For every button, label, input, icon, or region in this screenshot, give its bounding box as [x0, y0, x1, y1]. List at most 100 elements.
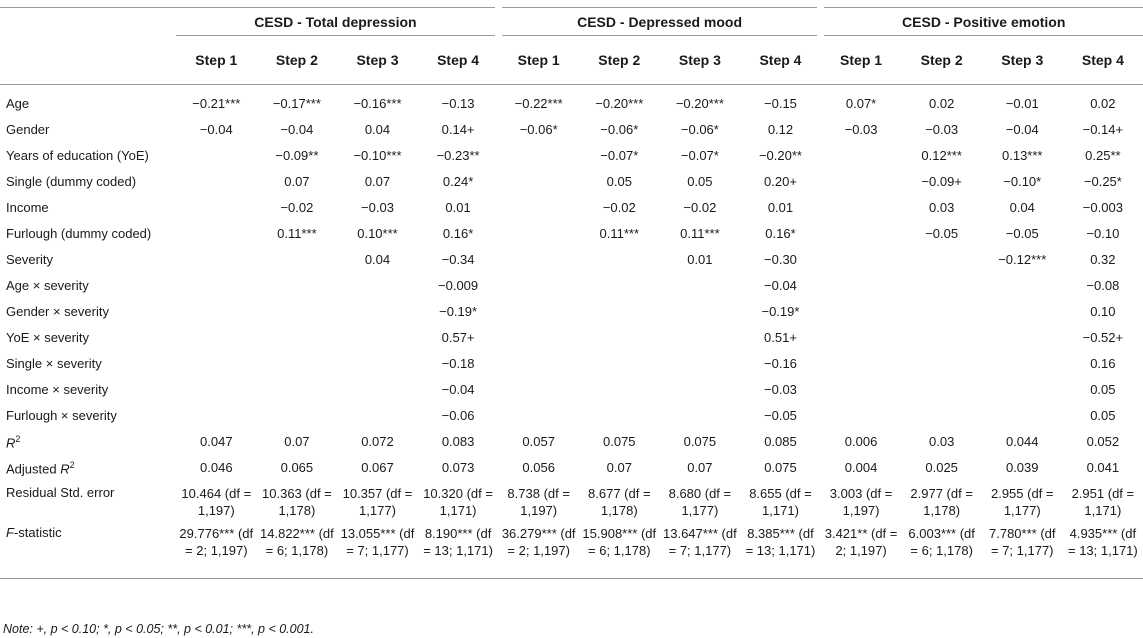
row-label: Severity [0, 247, 176, 273]
table-cell [257, 325, 338, 351]
row-label-superscript: 2 [69, 460, 75, 471]
group-header-total-depression: CESD - Total depression [176, 7, 502, 36]
table-cell: −0.06* [680, 121, 719, 137]
table-cell [257, 377, 338, 403]
table-cell [901, 403, 982, 429]
table-cell: −0.02 [683, 199, 717, 215]
table-cell: 0.047 [200, 433, 233, 449]
table-cell [821, 351, 902, 377]
row-label: Furlough × severity [0, 403, 176, 429]
table-row: YoE × severity 0.57+ 0.51+ −0.52+ [0, 325, 1143, 351]
table-cell [176, 351, 257, 377]
row-label-text: Income × severity [6, 381, 109, 397]
table-cell: −0.009 [438, 277, 479, 293]
table-cell: −0.16*** [353, 95, 402, 111]
table-cell: −0.01 [1005, 95, 1039, 111]
table-row: Income −0.02 −0.03 0.01 −0.02 −0.02 0.01 0.03 0.… [0, 195, 1143, 221]
table-cell: −0.15 [764, 95, 797, 111]
row-label-text: Single (dummy coded) [6, 173, 137, 189]
table-cell: 8.655 (df = 1,171) [749, 485, 812, 518]
table-cell: 0.57+ [441, 329, 475, 345]
row-label-text: Gender × severity [6, 303, 109, 319]
table-cell: −0.07* [600, 147, 639, 163]
table-cell: 0.16* [442, 225, 474, 241]
table-cell [176, 143, 257, 169]
table-cell [660, 377, 741, 403]
table-cell: −0.06* [600, 121, 639, 137]
row-label: Furlough (dummy coded) [0, 221, 176, 247]
table-row: Single × severity −0.18 −0.16 0.16 [0, 351, 1143, 377]
table-cell: −0.20** [758, 147, 802, 163]
table-cell [982, 325, 1063, 351]
table-note: Note: +, p < 0.10; *, p < 0.05; **, p < … [3, 622, 314, 636]
table-cell: 15.908*** (df = 6; 1,178) [578, 520, 660, 579]
table-row: Age −0.21*** −0.17*** −0.16*** −0.13 −0.22***… [0, 85, 1143, 117]
table-row: Furlough × severity −0.06 −0.05 0.05 [0, 403, 1143, 429]
table-row: Single (dummy coded) 0.07 0.07 0.24* 0.05 0.0… [0, 169, 1143, 195]
step-header: Step 2 [256, 35, 338, 85]
table-cell: 0.07 [284, 173, 310, 189]
table-cell: 0.24* [442, 173, 474, 189]
table-cell: 29.776*** (df = 2; 1,197) [176, 520, 257, 579]
row-label: Adjusted R2 [0, 455, 176, 481]
row-label-superscript: 2 [15, 434, 21, 445]
table-cell: 8.385*** (df = 13; 1,171) [740, 520, 821, 579]
table-cell [498, 299, 579, 325]
table-cell: −0.02 [602, 199, 636, 215]
table-cell [498, 273, 579, 299]
table-cell: 0.075 [603, 433, 636, 449]
table-cell: −0.25* [1083, 173, 1122, 189]
table-cell [337, 325, 418, 351]
table-cell: 0.046 [200, 459, 233, 475]
row-label: Residual Std. error [0, 481, 176, 521]
row-label-text: Adjusted [6, 461, 61, 477]
table-cell: 0.51+ [764, 329, 797, 345]
table-cell [901, 299, 982, 325]
row-label: Age × severity [0, 273, 176, 299]
step-header: Step 1 [820, 35, 902, 85]
table-cell: −0.003 [1082, 199, 1123, 215]
table-cell [337, 273, 418, 299]
table-cell: 8.677 (df = 1,178) [588, 485, 651, 518]
row-label: YoE × severity [0, 325, 176, 351]
group-header-depressed-mood: CESD - Depressed mood [494, 7, 825, 36]
table-cell: 10.464 (df = 1,197) [181, 485, 252, 518]
table-cell: 0.073 [441, 459, 475, 475]
table-cell: 0.01 [767, 199, 794, 215]
table-cell [579, 377, 660, 403]
table-cell [821, 195, 902, 221]
table-cell: −0.05 [764, 407, 797, 423]
table-cell [176, 169, 257, 195]
corner-cell [0, 35, 176, 85]
step-header: Step 3 [659, 35, 741, 85]
table-cell: 0.056 [522, 459, 555, 475]
table-cell: −0.07* [680, 147, 719, 163]
table-cell [257, 351, 338, 377]
table-cell: −0.20*** [595, 95, 644, 111]
table-cell: −0.12*** [998, 251, 1047, 267]
table-cell: −0.22*** [514, 95, 563, 111]
table-row: Severity 0.04 −0.34 0.01 −0.30 −0.12*** 0.32 [0, 247, 1143, 273]
row-label: Income [0, 195, 176, 221]
group-header-row: CESD - Total depression CESD - Depressed… [0, 7, 1143, 36]
table-cell: 0.085 [764, 433, 797, 449]
table-cell [498, 195, 579, 221]
table-cell: 0.052 [1086, 433, 1120, 449]
row-label-text: Single × severity [6, 355, 102, 371]
row-label-text: Residual Std. error [6, 484, 115, 500]
step-header: Step 2 [901, 35, 982, 85]
table-row: Adjusted R2 0.046 0.065 0.067 0.073 0.056 0.07… [0, 455, 1143, 481]
table-cell: 0.14+ [441, 121, 475, 137]
table-cell: 0.05 [606, 173, 632, 189]
table-cell: −0.20*** [675, 95, 724, 111]
table-cell: −0.21*** [192, 95, 241, 111]
table-cell: 0.12*** [921, 147, 962, 163]
step-header: Step 4 [417, 35, 499, 85]
table-cell [176, 403, 257, 429]
table-cell [176, 273, 257, 299]
table-cell: 13.055*** (df = 7; 1,177) [337, 520, 418, 579]
table-cell: 4.935*** (df = 13; 1,171) [1062, 520, 1143, 579]
row-label-text: -statistic [13, 524, 62, 540]
table-cell: 8.680 (df = 1,177) [668, 485, 732, 518]
table-cell: −0.10*** [353, 147, 402, 163]
